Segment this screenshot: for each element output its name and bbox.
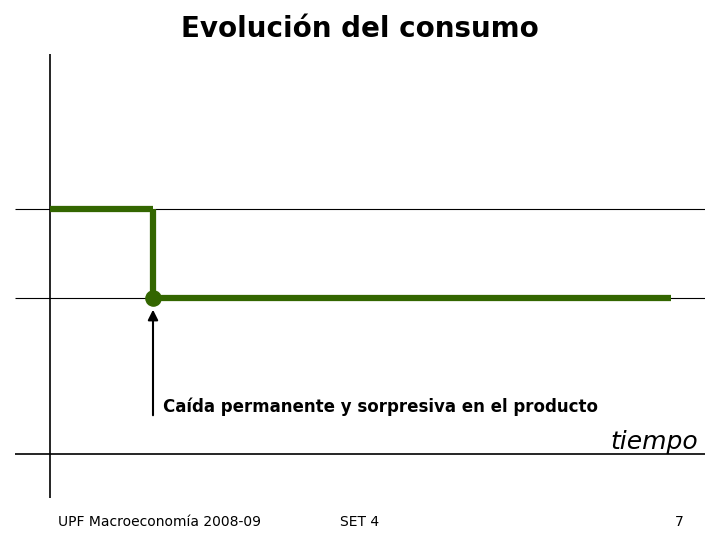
- Text: 7: 7: [675, 515, 684, 529]
- Title: Evolución del consumo: Evolución del consumo: [181, 15, 539, 43]
- Text: Caída permanente y sorpresiva en el producto: Caída permanente y sorpresiva en el prod…: [163, 397, 598, 416]
- Text: tiempo: tiempo: [611, 429, 698, 454]
- Text: UPF Macroeconomía 2008-09: UPF Macroeconomía 2008-09: [58, 515, 261, 529]
- Text: SET 4: SET 4: [341, 515, 379, 529]
- Point: [147, 294, 158, 302]
